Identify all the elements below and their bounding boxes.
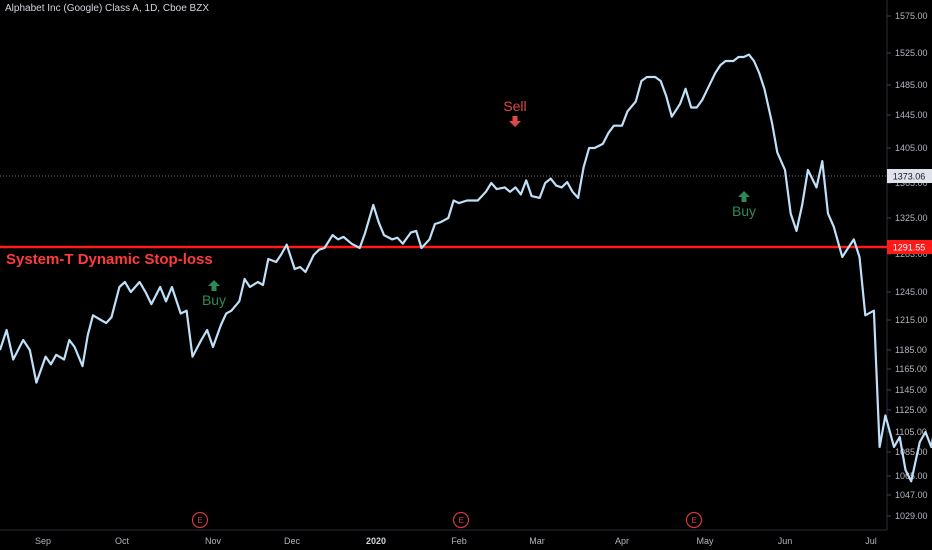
price-tick-label: 1145.00: [895, 385, 927, 395]
price-tick-label: 1525.00: [895, 48, 928, 58]
buy-signal-arrow-icon: [208, 280, 220, 291]
last-price-label: 1373.06: [893, 172, 926, 182]
price-tick-label: 1405.00: [895, 143, 928, 153]
price-tick-label: 1575.00: [895, 11, 928, 21]
stop-loss-price-label: 1291.55: [893, 243, 926, 253]
time-tick-label: Mar: [529, 536, 545, 546]
time-tick-label: Jun: [778, 536, 793, 546]
price-series-line: [0, 53, 932, 483]
price-tick-label: 1125.00: [895, 405, 927, 415]
earnings-marker[interactable]: [685, 511, 703, 529]
sell-signal-arrow-icon: [509, 116, 521, 127]
time-axis[interactable]: Sep Oct Nov Dec 2020 Feb Mar Apr May Jun Jul: [35, 536, 877, 546]
price-tick-label: 1485.00: [895, 80, 928, 90]
price-tick-label: 1185.00: [895, 345, 927, 355]
stop-loss-price-tag: [887, 240, 932, 254]
buy-signal-label: Buy: [732, 203, 756, 219]
price-tick-label: 1029.00: [895, 511, 928, 521]
time-tick-label: Oct: [115, 536, 130, 546]
time-tick-label: 2020: [366, 536, 386, 546]
earnings-marker-label: E: [197, 516, 202, 525]
time-tick-label: Apr: [615, 536, 629, 546]
price-tick-label: 1105.00: [895, 427, 927, 437]
time-tick-label: Nov: [205, 536, 222, 546]
earnings-marker[interactable]: [191, 511, 209, 529]
chart-title: Alphabet Inc (Google) Class A, 1D, Cboe …: [5, 3, 209, 14]
earnings-marker-label: E: [458, 516, 463, 525]
time-tick-label: Feb: [451, 536, 467, 546]
reference-lines: System-T Dynamic Stop-loss 1291.55 1373.06: [0, 169, 932, 268]
buy-signal-label: Buy: [202, 292, 226, 308]
last-price-tag: [887, 169, 932, 183]
buy-signal-arrow-icon: [738, 191, 750, 202]
price-tick-label: 1047.00: [895, 490, 928, 500]
time-tick-label: Jul: [865, 536, 877, 546]
time-tick-label: Dec: [284, 536, 301, 546]
price-tick-label: 1245.00: [895, 287, 928, 297]
time-tick-label: May: [696, 536, 714, 546]
price-tick-label: 1325.00: [895, 213, 928, 223]
price-tick-label: 1165.00: [895, 364, 927, 374]
time-tick-label: Sep: [35, 536, 51, 546]
trade-signals: Buy Sell Buy: [202, 98, 756, 308]
earnings-marker-label: E: [691, 516, 696, 525]
price-tick-label: 1215.00: [895, 315, 928, 325]
sell-signal-label: Sell: [503, 98, 526, 114]
price-tick-label: 1445.00: [895, 110, 928, 120]
price-tick-label: 1085.00: [895, 447, 928, 457]
earnings-marker[interactable]: [452, 511, 470, 529]
stop-loss-label: System-T Dynamic Stop-loss: [6, 251, 213, 268]
